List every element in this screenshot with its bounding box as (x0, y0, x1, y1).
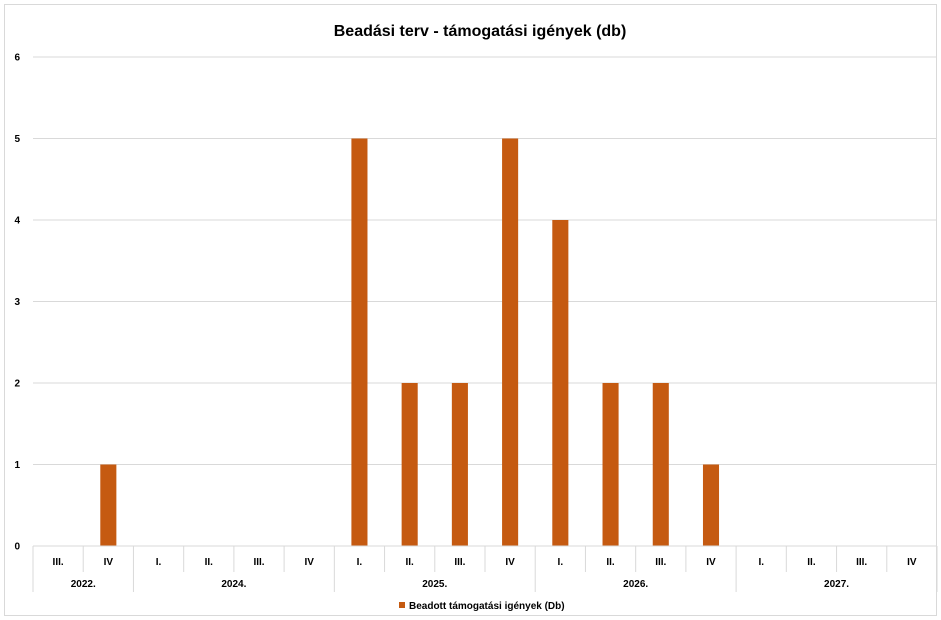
x-quarter-label: I. (758, 557, 764, 568)
x-quarter-label: II. (205, 557, 214, 568)
legend: Beadott támogatási igények (Db) (399, 601, 565, 612)
bars (100, 138, 720, 546)
bar (502, 138, 519, 546)
x-quarter-label: II. (606, 557, 615, 568)
x-quarter-label: IV (907, 557, 917, 568)
x-quarter-label: IV (104, 557, 114, 568)
bar (100, 464, 117, 546)
y-tick-label: 1 (14, 460, 20, 471)
x-year-label: 2027. (824, 579, 849, 590)
y-tick-label: 3 (14, 297, 20, 308)
x-quarter-label: III. (454, 557, 465, 568)
y-tick-label: 0 (14, 542, 20, 553)
y-axis: 0 1 2 3 4 5 6 (14, 53, 20, 553)
x-quarter-label: III. (655, 557, 666, 568)
chart-frame (4, 4, 937, 616)
x-quarter-label: III. (253, 557, 264, 568)
chart-title: Beadási terv - támogatási igények (db) (334, 23, 627, 40)
bar (451, 383, 468, 546)
x-quarter-label: II. (405, 557, 414, 568)
x-year-label: 2026. (623, 579, 648, 590)
x-quarter-label: II. (807, 557, 816, 568)
bar (552, 220, 569, 546)
bar (351, 138, 368, 546)
y-tick-label: 4 (14, 216, 20, 227)
x-quarter-label: I. (357, 557, 363, 568)
x-axis: III. IV I. II. III. IV I. II. III. IV I. II. III. IV I… (32, 545, 938, 592)
x-quarter-label: I. (558, 557, 564, 568)
bar (401, 383, 418, 546)
x-year-label: 2025. (422, 579, 447, 590)
x-quarter-label: III. (856, 557, 867, 568)
x-quarter-label: IV (505, 557, 515, 568)
x-quarter-label: IV (304, 557, 314, 568)
bar (652, 383, 669, 546)
gridlines (33, 56, 937, 465)
y-tick-label: 5 (14, 134, 20, 145)
legend-label: Beadott támogatási igények (Db) (409, 601, 565, 612)
y-tick-label: 6 (14, 53, 20, 64)
bar (602, 383, 619, 546)
x-quarter-label: III. (53, 557, 64, 568)
x-year-label: 2022. (71, 579, 96, 590)
legend-swatch (399, 602, 405, 608)
x-quarter-label: I. (156, 557, 162, 568)
x-quarter-label: IV (706, 557, 716, 568)
bar (702, 464, 720, 546)
x-year-label: 2024. (221, 579, 246, 590)
y-tick-label: 2 (14, 379, 20, 390)
